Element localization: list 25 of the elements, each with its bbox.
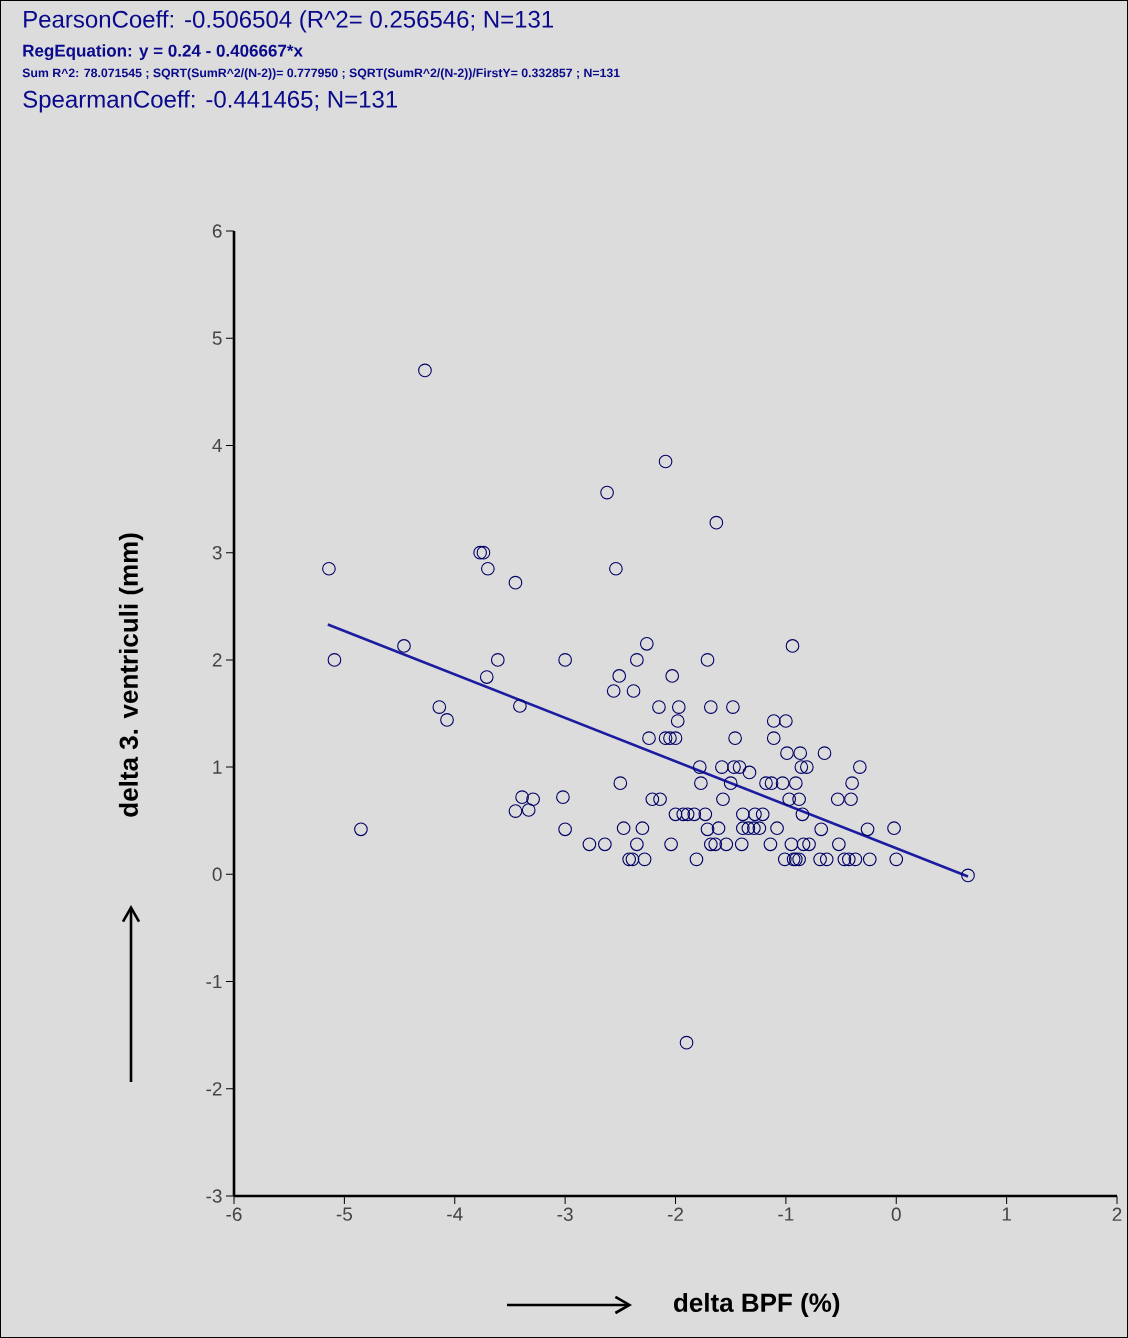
y-tick-label: 5 (212, 331, 222, 345)
y-tick-label: 2 (212, 653, 222, 667)
y-tick-label: 4 (212, 438, 222, 452)
y-tick-label: 6 (212, 224, 222, 238)
x-axis-title: delta BPF (%) (674, 1292, 840, 1318)
x-tick-label: -5 (336, 1207, 353, 1221)
y-tick-label: -1 (206, 975, 222, 989)
y-axis-title: delta 3. ventriculi (mm) (118, 533, 144, 817)
x-tick-label: 0 (891, 1207, 901, 1221)
text: Sum R^2: 78.071545 ; SQRT(SumR^2/(N-2))= 0.777950 ; SQRT(SumR^2/(N-2))/FirstY= 0.332857 ; N=131 (22, 68, 620, 80)
y-tick-label: -3 (206, 1189, 222, 1203)
x-tick-label: -4 (447, 1207, 463, 1221)
x-tick-label: -2 (667, 1207, 683, 1221)
y-tick-label: 1 (213, 760, 222, 774)
x-tick-label: -3 (557, 1207, 573, 1221)
x-tick-label: 2 (1112, 1207, 1122, 1221)
y-tick-label: -2 (206, 1082, 222, 1096)
text: RegEquation: y = 0.24 - 0.406667*x (23, 44, 303, 61)
x-tick-label: -6 (226, 1207, 242, 1221)
x-tick-label: 1 (1002, 1207, 1011, 1221)
text: SpearmanCoeff: -0.441465; N=131 (23, 90, 398, 113)
x-tick-label: -1 (778, 1207, 794, 1221)
y-tick-label: 0 (212, 867, 222, 882)
y-tick-label: 3 (212, 545, 222, 560)
chart-title: PearsonCoeff: -0.506504 (R^2= 0.256546; N=131 (24, 10, 554, 33)
